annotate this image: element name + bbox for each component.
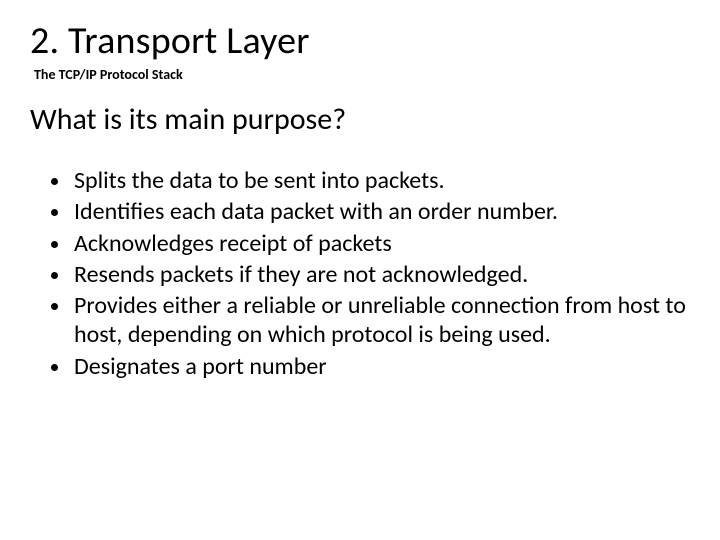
list-item: Resends packets if they are not acknowle…	[72, 260, 690, 291]
slide-question: What is its main purpose?	[30, 101, 690, 138]
list-item: Provides either a reliable or unreliable…	[72, 291, 690, 352]
list-item: Identifies each data packet with an orde…	[72, 197, 690, 228]
bullet-list: Splits the data to be sent into packets.…	[54, 166, 690, 383]
slide-title: 2. Transport Layer	[30, 18, 690, 64]
slide: 2. Transport Layer The TCP/IP Protocol S…	[0, 0, 720, 540]
list-item: Designates a port number	[72, 352, 690, 383]
list-item: Acknowledges receipt of packets	[72, 229, 690, 260]
slide-subtitle: The TCP/IP Protocol Stack	[34, 66, 690, 83]
list-item: Splits the data to be sent into packets.	[72, 166, 690, 197]
